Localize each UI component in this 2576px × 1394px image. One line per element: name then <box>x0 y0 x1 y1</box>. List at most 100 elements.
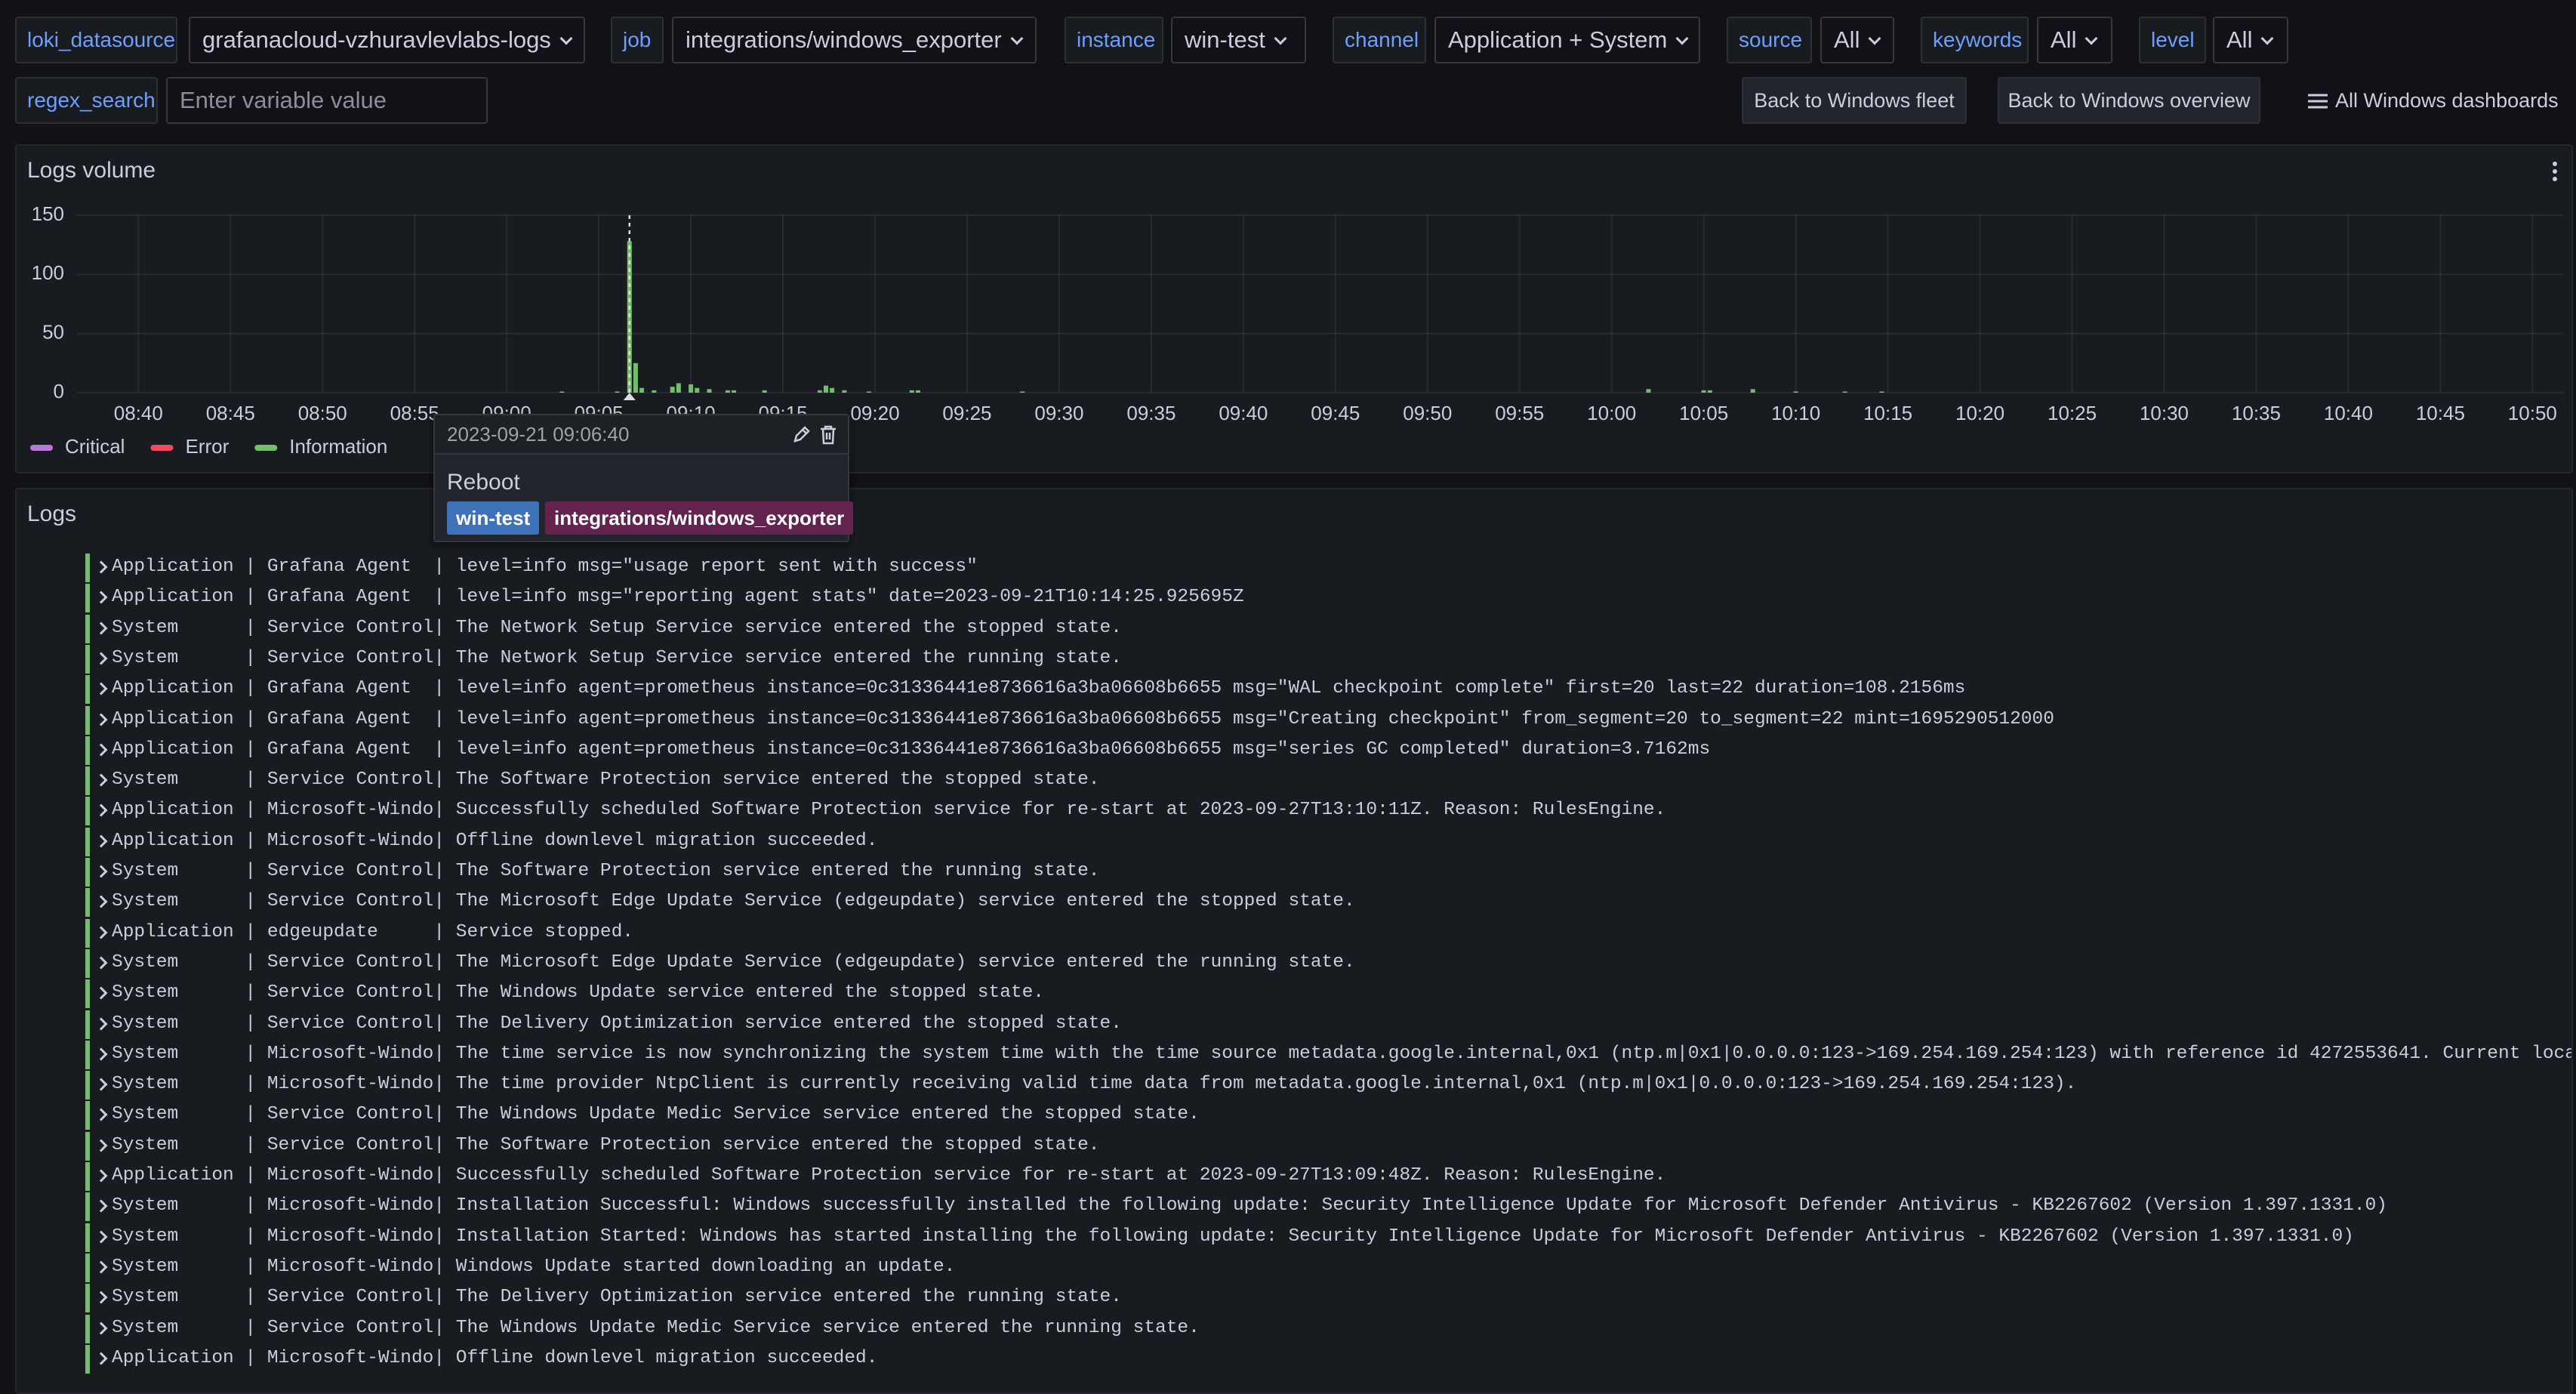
log-line: System | Service Control| The Software P… <box>112 769 1100 791</box>
x-tick-label: 10:40 <box>2324 402 2373 424</box>
bar <box>652 390 657 393</box>
log-row[interactable]: System | Microsoft-Windo| Windows Update… <box>83 1252 2571 1282</box>
x-tick-label: 10:50 <box>2508 402 2557 424</box>
level-indicator <box>85 1192 90 1222</box>
bar <box>633 362 638 393</box>
dashboards-link[interactable]: All Windows dashboards <box>2306 77 2559 124</box>
variable-label: keywords <box>1921 17 2029 63</box>
x-tick-label: 09:20 <box>850 402 899 424</box>
variable-dropdown[interactable]: All <box>1820 17 1894 63</box>
delete-icon[interactable] <box>818 424 838 446</box>
expand-icon <box>94 1078 108 1091</box>
log-row[interactable]: Application | Microsoft-Windo| Successfu… <box>83 795 2571 826</box>
log-row[interactable]: System | Service Control| The Software P… <box>83 1130 2571 1161</box>
expand-icon <box>94 773 108 787</box>
level-indicator <box>85 1344 90 1374</box>
variable-value: All <box>1834 26 1860 53</box>
level-indicator <box>85 1223 90 1252</box>
bar <box>615 391 620 393</box>
variable-dropdown[interactable]: win-test <box>1171 17 1306 63</box>
level-indicator <box>85 1131 90 1161</box>
log-row[interactable]: System | Microsoft-Windo| Installation S… <box>83 1191 2571 1222</box>
variable-dropdown[interactable]: grafanacloud-vzhuravlevlabs-logs <box>189 17 585 63</box>
log-row[interactable]: System | Service Control| The Windows Up… <box>83 1099 2571 1130</box>
log-line: Application | Microsoft-Windo| Successfu… <box>112 1165 1666 1186</box>
variable-label: level <box>2139 17 2206 63</box>
log-row[interactable]: System | Service Control| The Delivery O… <box>83 1009 2571 1039</box>
log-row[interactable]: System | Service Control| The Windows Up… <box>83 978 2571 1009</box>
log-row[interactable]: Application | Microsoft-Windo| Offline d… <box>83 1343 2571 1374</box>
x-tick-label: 08:40 <box>114 402 163 424</box>
variable-value: All <box>2226 26 2253 53</box>
x-tick-label: 10:00 <box>1587 402 1636 424</box>
level-indicator <box>85 554 90 582</box>
expand-icon <box>94 926 108 939</box>
log-row[interactable]: System | Service Control| The Software P… <box>83 765 2571 796</box>
log-line: System | Service Control| The Software P… <box>112 1134 1100 1155</box>
bar <box>817 390 822 393</box>
log-row[interactable]: System | Microsoft-Windo| The time servi… <box>83 1039 2571 1069</box>
expand-icon <box>94 1352 108 1365</box>
bar <box>1701 390 1706 393</box>
variable-dropdown[interactable]: Application + System <box>1434 17 1700 63</box>
log-row[interactable]: Application | Grafana Agent | level=info… <box>83 735 2571 765</box>
log-line: Application | Microsoft-Windo| Successfu… <box>112 800 1666 821</box>
log-line: System | Service Control| The Network Se… <box>112 617 1122 638</box>
expand-icon <box>94 1017 108 1030</box>
log-line: Application | Grafana Agent | level=info… <box>112 708 2054 729</box>
link-text: All Windows dashboards <box>2335 89 2559 112</box>
bar <box>1750 389 1755 393</box>
log-row[interactable]: System | Service Control| The Delivery O… <box>83 1282 2571 1313</box>
variable-value: grafanacloud-vzhuravlevlabs-logs <box>202 26 551 53</box>
log-row[interactable]: System | Microsoft-Windo| Installation S… <box>83 1222 2571 1252</box>
variable-value: integrations/windows_exporter <box>686 26 1002 53</box>
log-line: Application | Grafana Agent | level=info… <box>112 557 978 577</box>
log-row[interactable]: Application | Microsoft-Windo| Offline d… <box>83 826 2571 856</box>
log-row[interactable]: Application | Grafana Agent | level=info… <box>83 674 2571 705</box>
expand-icon <box>94 956 108 970</box>
text-input[interactable]: Enter variable value <box>166 77 488 124</box>
expand-icon <box>94 1139 108 1152</box>
panel-menu[interactable] <box>2547 159 2562 185</box>
log-line: Application | edgeupdate | Service stopp… <box>112 921 634 942</box>
bar <box>732 390 737 393</box>
link-button[interactable]: Back to Windows fleet <box>1742 77 1967 124</box>
log-row[interactable]: System | Service Control| The Software P… <box>83 856 2571 887</box>
x-tick-label: 10:15 <box>1863 402 1912 424</box>
log-line: System | Service Control| The Microsoft … <box>112 951 1355 973</box>
bar <box>823 385 828 393</box>
bar <box>689 384 694 393</box>
y-tick-label: 0 <box>54 380 64 402</box>
log-row[interactable]: System | Service Control| The Windows Up… <box>83 1313 2571 1343</box>
annotation-text: Reboot <box>447 470 520 495</box>
x-tick-label: 10:45 <box>2416 402 2465 424</box>
log-row[interactable]: System | Service Control| The Network Se… <box>83 643 2571 674</box>
log-row[interactable]: System | Service Control| The Microsoft … <box>83 887 2571 918</box>
log-row[interactable]: System | Service Control| The Microsoft … <box>83 948 2571 978</box>
panel-title: Logs volume <box>27 158 156 183</box>
expand-icon <box>94 652 108 665</box>
variable-dropdown[interactable]: All <box>2213 17 2288 63</box>
log-row[interactable]: System | Microsoft-Windo| The time provi… <box>83 1069 2571 1100</box>
variable-label: channel <box>1333 17 1426 63</box>
log-row[interactable]: Application | Grafana Agent | level=info… <box>83 552 2571 582</box>
log-row[interactable]: Application | Grafana Agent | level=info… <box>83 582 2571 613</box>
log-line: System | Service Control| The Delivery O… <box>112 1013 1122 1034</box>
level-indicator <box>85 1040 90 1069</box>
link-button[interactable]: Back to Windows overview <box>1998 77 2260 124</box>
bar <box>707 389 712 393</box>
edit-icon[interactable] <box>791 424 812 446</box>
variable-dropdown[interactable]: All <box>2037 17 2112 63</box>
log-row[interactable]: Application | edgeupdate | Service stopp… <box>83 918 2571 948</box>
bar <box>909 390 914 393</box>
expand-icon <box>94 1322 108 1334</box>
expand-icon <box>94 713 108 726</box>
log-row[interactable]: System | Service Control| The Network Se… <box>83 613 2571 643</box>
log-row[interactable]: Application | Grafana Agent | level=info… <box>83 705 2571 735</box>
log-row[interactable]: Application | Microsoft-Windo| Successfu… <box>83 1161 2571 1191</box>
level-indicator <box>85 705 90 735</box>
variable-dropdown[interactable]: integrations/windows_exporter <box>672 17 1037 63</box>
y-tick-label: 150 <box>32 202 64 225</box>
level-indicator <box>85 948 90 978</box>
